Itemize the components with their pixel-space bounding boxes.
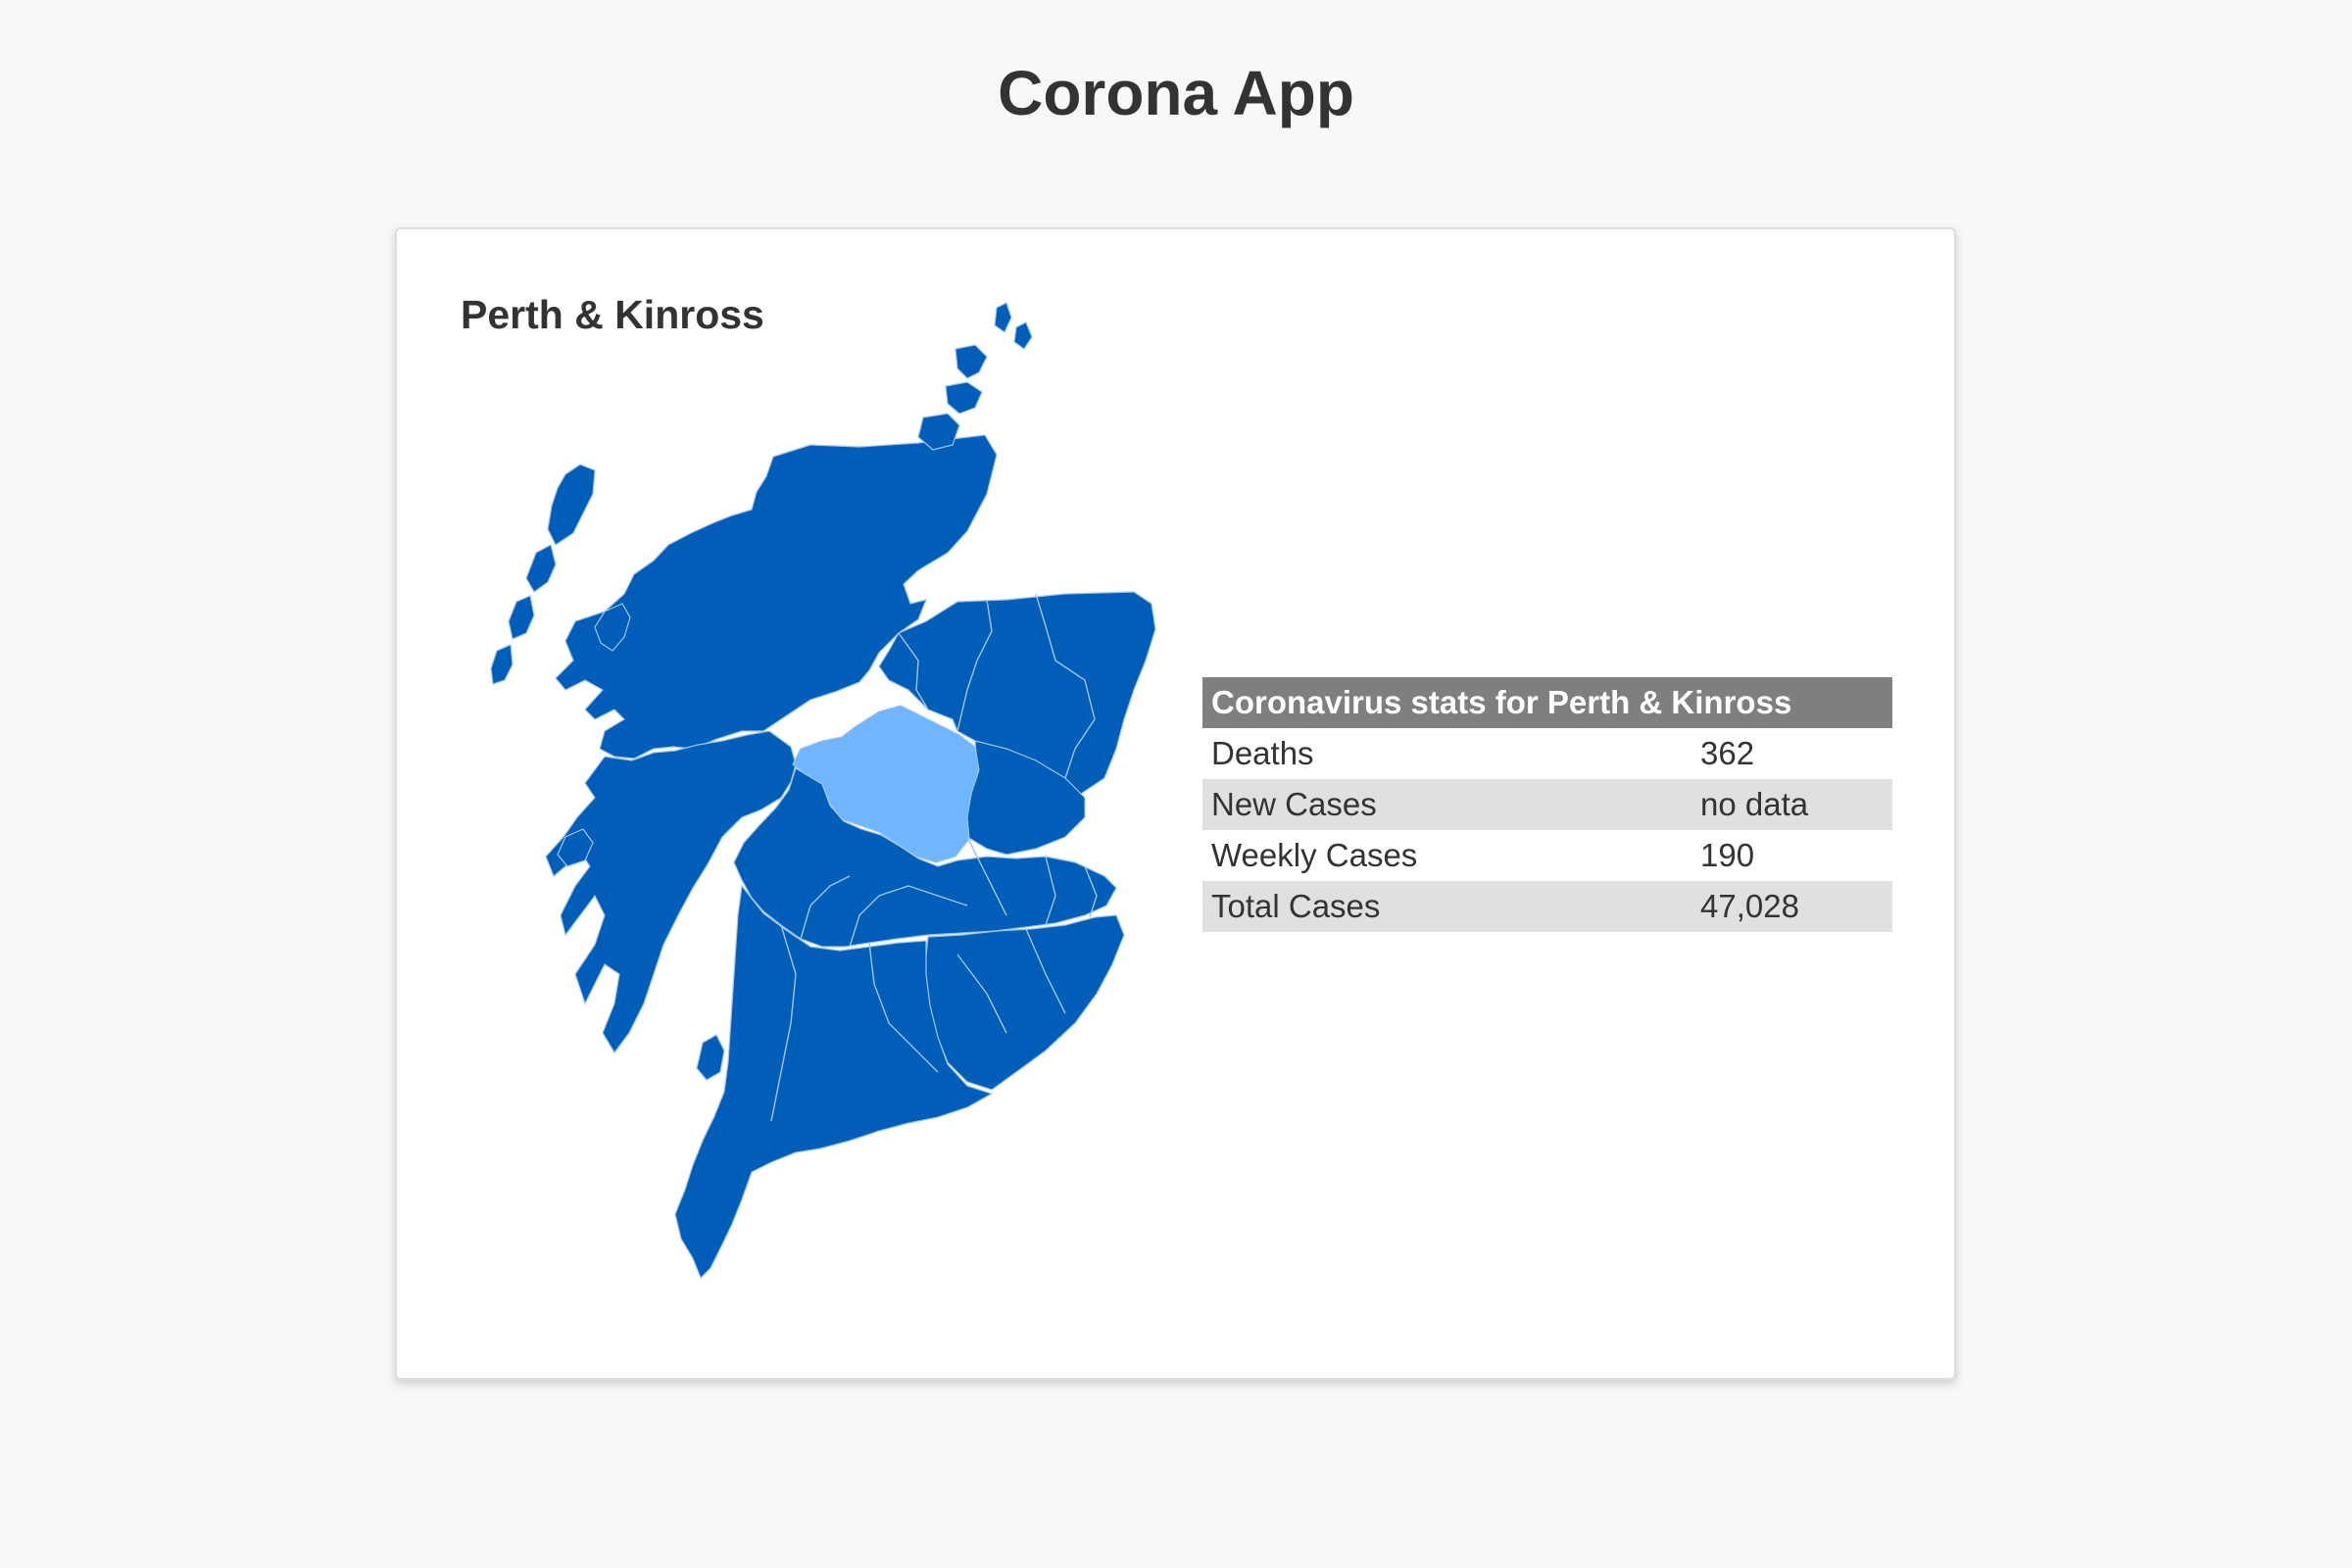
table-row: Deaths 362 [1202,728,1892,779]
map-region-shetland[interactable] [994,302,1033,350]
map-region-skye[interactable] [594,603,631,652]
map-region-highland[interactable] [555,434,998,760]
map-region-mull[interactable] [557,828,594,867]
map-region-arran[interactable] [696,1034,725,1081]
stat-label: Weekly Cases [1211,837,1418,873]
stats-table: Coronavirus stats for Perth & Kinross De… [1202,677,1892,932]
stat-value: no data [1691,779,1892,830]
scotland-map [458,288,1163,1327]
stat-value: 362 [1700,735,1755,771]
table-row: Weekly Cases 190 [1202,830,1892,881]
stat-label: Total Cases [1202,881,1691,932]
stats-table-header: Coronavirus stats for Perth & Kinross [1202,677,1892,728]
map-region-dumfries-and-galloway[interactable] [674,884,994,1280]
app-title: Corona App [998,58,1354,128]
stat-value: 47,028 [1691,881,1892,932]
stat-value: 190 [1700,837,1755,873]
map-region-orkney[interactable] [917,344,988,451]
stat-label: New Cases [1202,779,1691,830]
map-borders [770,593,1098,1122]
selected-region-title: Perth & Kinross [461,292,764,337]
map-region-western-isles[interactable] [490,464,596,685]
table-row: New Cases no data [1202,779,1892,830]
stat-label: Deaths [1211,735,1314,771]
main-card: Perth & Kinross [395,227,1956,1380]
map-region-scottish-borders[interactable] [923,914,1125,1091]
map-region-perth-and-kinross[interactable] [792,705,980,863]
table-row: Total Cases 47,028 [1202,881,1892,932]
